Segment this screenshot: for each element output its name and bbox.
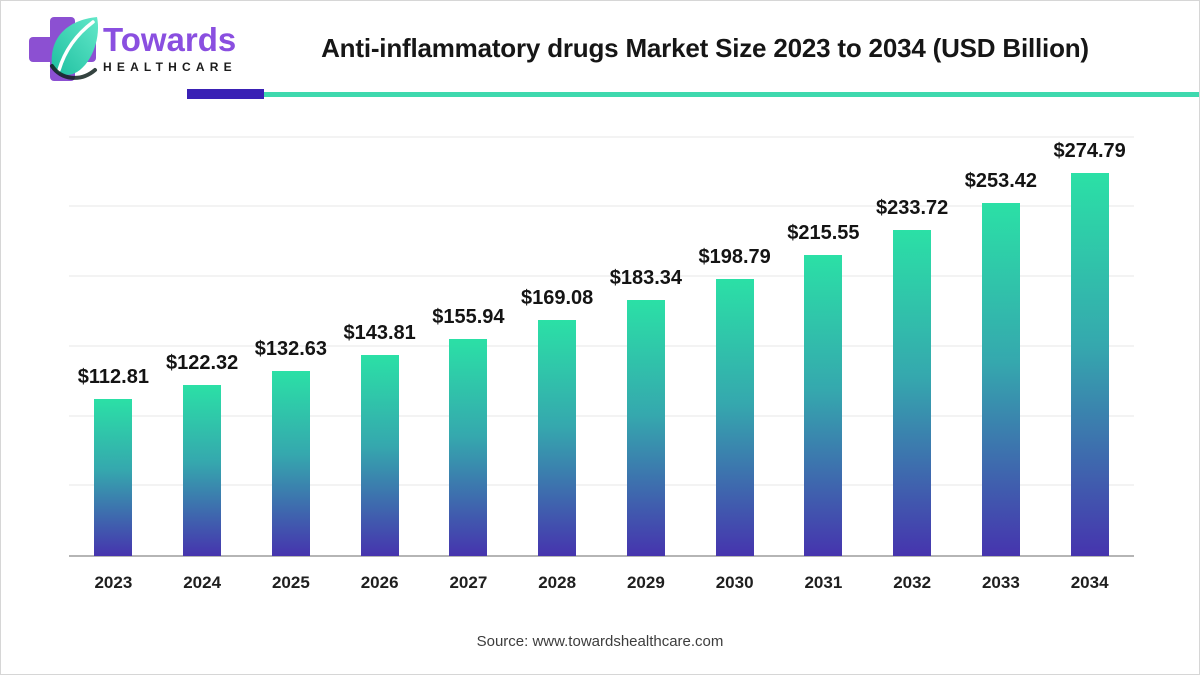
bar-2032 xyxy=(893,230,932,556)
leaf-icon xyxy=(50,17,99,80)
divider-accent-bar xyxy=(187,89,264,99)
bar-2027 xyxy=(449,338,488,556)
x-axis-label-2028: 2028 xyxy=(538,573,577,592)
gridline xyxy=(69,414,1134,417)
chart-title: Anti-inflammatory drugs Market Size 2023… xyxy=(321,33,1089,63)
bar-value-label-2030: $198.79 xyxy=(698,245,771,268)
bar-2029 xyxy=(626,300,665,556)
divider-line xyxy=(264,92,1199,97)
bar-value-label-2029: $183.34 xyxy=(609,267,683,290)
bar-value-label-2034: $274.79 xyxy=(1053,139,1126,162)
logo-subtitle: HEALTHCARE xyxy=(103,60,237,74)
x-axis-label-2024: 2024 xyxy=(183,573,222,592)
bar-value-label-2028: $169.08 xyxy=(520,287,594,310)
bar-value-label-2032: $233.72 xyxy=(875,197,949,220)
gridline xyxy=(69,205,1134,208)
x-axis-label-2030: 2030 xyxy=(715,573,754,592)
bar-value-label-2024: $122.32 xyxy=(165,352,239,375)
gridline xyxy=(69,484,1134,487)
x-axis-label-2031: 2031 xyxy=(804,573,843,592)
bar-value-label-2025: $132.63 xyxy=(254,338,328,361)
x-axis-label-2027: 2027 xyxy=(449,573,488,592)
gridline xyxy=(69,344,1134,347)
bar-value-label-2027: $155.94 xyxy=(432,305,505,328)
bar-value-label-2031: $215.55 xyxy=(787,222,860,245)
gridline xyxy=(69,275,1134,278)
bar-2026 xyxy=(360,355,399,556)
bar-2034 xyxy=(1070,172,1109,556)
bar-2033 xyxy=(981,202,1020,556)
logo-wordmark: Towards xyxy=(103,21,237,58)
x-axis-label-2034: 2034 xyxy=(1070,573,1109,592)
bar-2025 xyxy=(271,371,310,556)
plot-area: $112.81 $122.32 $132.63 $143.81 $155.94 $169.… xyxy=(69,113,1134,557)
bar-2031 xyxy=(804,255,843,556)
bar-value-label-2023: $112.81 xyxy=(77,365,149,388)
bar-2028 xyxy=(538,320,577,556)
x-axis-label-2026: 2026 xyxy=(360,573,399,592)
bar-2030 xyxy=(715,278,754,556)
bar-value-label-2026: $143.81 xyxy=(343,322,416,345)
x-axis-label-2033: 2033 xyxy=(981,573,1020,592)
towards-healthcare-logo: Towards HEALTHCARE xyxy=(29,15,259,85)
x-axis-line xyxy=(69,555,1134,557)
bar-2023 xyxy=(94,398,133,556)
x-axis-label-2023: 2023 xyxy=(94,573,133,592)
x-axis-label-2029: 2029 xyxy=(626,573,665,592)
gridline xyxy=(69,135,1134,138)
x-axis-label-2032: 2032 xyxy=(893,573,932,592)
source-text: Source: www.towardshealthcare.com xyxy=(476,633,724,650)
x-axis-labels: 2023 2024 2025 2026 2027 2028 2029 2030 2031 2032… xyxy=(69,573,1134,603)
x-axis-label-2025: 2025 xyxy=(271,573,310,592)
bar-2024 xyxy=(183,385,222,556)
bar-value-label-2033: $253.42 xyxy=(964,169,1038,192)
